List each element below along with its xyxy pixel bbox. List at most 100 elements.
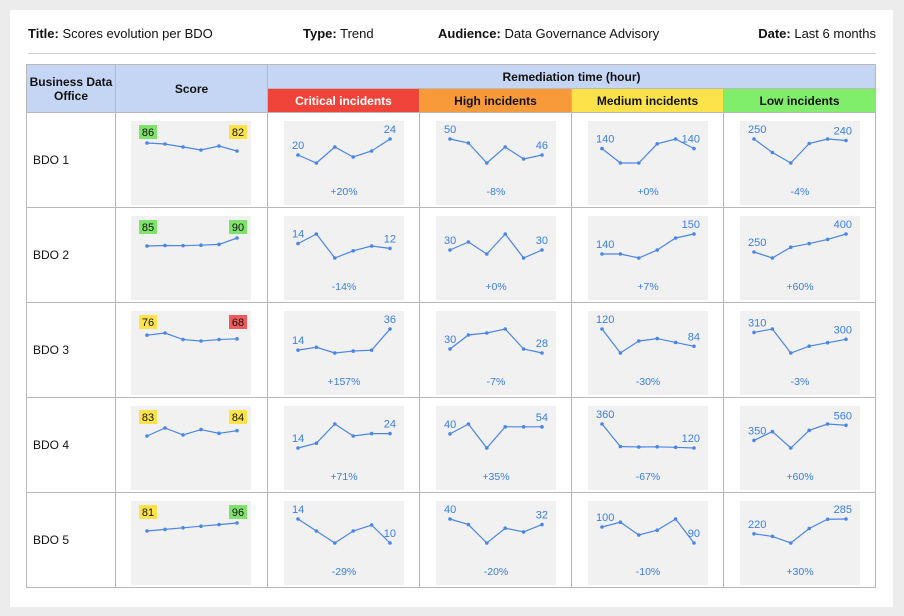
data-point xyxy=(825,340,830,345)
first-value-label: 140 xyxy=(596,239,614,251)
low-cell: 310 300 -3% xyxy=(723,302,876,398)
badge-value: 96 xyxy=(232,507,244,519)
first-value-label: 140 xyxy=(596,134,614,146)
critical-chart: 20 24 +20% xyxy=(292,124,396,198)
change-percent-label: -7% xyxy=(487,376,506,388)
trend-line xyxy=(449,233,543,259)
col-header-bdo: Business Data Office xyxy=(26,64,116,113)
meta-title-label: Title: xyxy=(28,26,59,41)
data-point xyxy=(752,531,756,536)
trend-line xyxy=(601,328,695,354)
data-point xyxy=(314,529,319,533)
data-point xyxy=(600,525,604,529)
change-percent-label: -10% xyxy=(636,566,661,578)
trend-line xyxy=(601,138,695,164)
score-first-badge: 83 xyxy=(139,410,157,424)
data-point xyxy=(369,244,374,248)
table-row: BDO 1 86 82 20 24 +20% 50 46 -8% 140 140 +0% 250 240 -… xyxy=(26,112,876,208)
data-point xyxy=(637,256,641,260)
first-value-label: 100 xyxy=(596,512,614,524)
data-point xyxy=(618,161,623,165)
data-point xyxy=(296,348,300,352)
data-point xyxy=(807,428,811,433)
change-percent-label: +20% xyxy=(330,186,357,198)
low-sparkline: 310 300 -3% xyxy=(740,311,860,395)
data-point xyxy=(521,347,526,351)
data-point xyxy=(388,137,392,141)
medium-chart: 360 120 -67% xyxy=(596,409,700,483)
critical-sparkline: 14 24 +71% xyxy=(284,406,404,490)
data-point xyxy=(163,243,167,248)
data-point xyxy=(503,145,507,149)
last-value-label: 285 xyxy=(834,504,852,516)
critical-chart: 14 10 -29% xyxy=(292,504,396,578)
first-value-label: 14 xyxy=(292,335,304,347)
data-point xyxy=(448,347,452,351)
col-header-score: Score xyxy=(115,64,268,113)
badge-value: 86 xyxy=(142,127,154,139)
badge-background xyxy=(229,220,247,234)
medium-sparkline: 120 84 -30% xyxy=(588,311,708,395)
first-value-label: 50 xyxy=(444,124,456,136)
change-percent-label: -8% xyxy=(487,186,506,198)
medium-sparkline: 140 140 +0% xyxy=(588,121,708,205)
bdo-label: BDO 3 xyxy=(26,302,116,398)
score-chart: 81 96 xyxy=(139,505,247,533)
data-point xyxy=(844,337,848,342)
change-percent-label: -3% xyxy=(791,376,810,388)
first-value-label: 14 xyxy=(292,504,304,516)
data-point xyxy=(673,236,678,240)
data-point xyxy=(692,446,696,450)
data-point xyxy=(692,232,696,236)
badge-background xyxy=(229,125,247,139)
critical-sparkline: 20 24 +20% xyxy=(284,121,404,205)
first-value-label: 250 xyxy=(748,124,766,136)
data-point xyxy=(314,345,319,350)
data-point xyxy=(637,445,641,449)
data-point xyxy=(540,351,544,355)
meta-date-label: Date: xyxy=(758,26,791,41)
data-point xyxy=(448,137,452,141)
data-point xyxy=(145,244,149,248)
data-point xyxy=(448,248,452,252)
last-value-label: 150 xyxy=(682,219,700,231)
critical-sparkline: 14 12 -14% xyxy=(284,216,404,300)
data-point xyxy=(145,529,149,533)
score-sparkline: 83 84 xyxy=(131,406,251,490)
score-chart: 83 84 xyxy=(139,410,247,438)
high-chart: 40 54 +35% xyxy=(444,412,548,483)
data-point xyxy=(296,517,300,521)
data-point xyxy=(145,434,149,438)
data-point xyxy=(540,425,544,429)
data-point xyxy=(789,161,793,165)
data-point xyxy=(235,337,239,341)
high-cell: 40 54 +35% xyxy=(419,397,572,493)
critical-sparkline: 14 10 -29% xyxy=(284,501,404,585)
low-sparkline: 350 560 +60% xyxy=(740,406,860,490)
trend-line xyxy=(146,237,238,247)
last-value-label: 560 xyxy=(834,410,852,422)
data-point xyxy=(637,161,641,165)
score-last-badge: 90 xyxy=(229,220,247,234)
first-value-label: 250 xyxy=(748,237,766,249)
meta-title: Title: Scores evolution per BDO xyxy=(28,26,213,41)
data-point xyxy=(296,446,300,450)
data-point xyxy=(333,145,337,149)
medium-cell: 140 140 +0% xyxy=(571,112,724,208)
high-cell: 40 32 -20% xyxy=(419,492,572,588)
data-point xyxy=(844,517,848,521)
badge-background xyxy=(229,315,247,329)
data-point xyxy=(485,331,489,335)
data-point xyxy=(540,153,544,157)
badge-background xyxy=(229,410,247,424)
data-point xyxy=(521,425,526,429)
badge-value: 90 xyxy=(232,222,244,234)
first-value-label: 220 xyxy=(748,519,766,531)
high-cell: 50 46 -8% xyxy=(419,112,572,208)
data-point xyxy=(600,422,604,426)
data-point xyxy=(163,426,167,430)
high-sparkline: 30 28 -7% xyxy=(436,311,556,395)
table-row: BDO 5 81 96 14 10 -29% 40 32 -20% 100 90 -10% 220 285… xyxy=(26,492,876,588)
medium-chart: 140 150 +7% xyxy=(596,219,700,293)
score-cell: 81 96 xyxy=(115,492,268,588)
